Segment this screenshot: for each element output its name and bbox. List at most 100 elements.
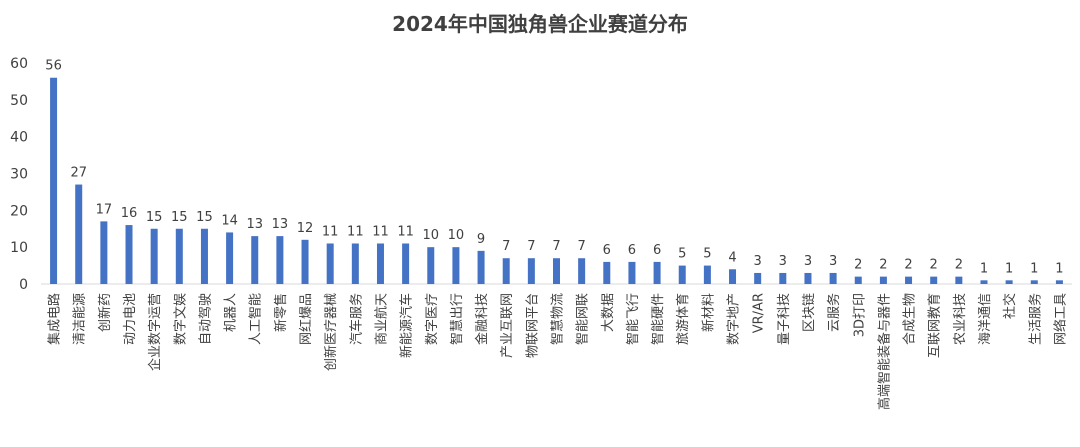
- bar: [955, 276, 963, 284]
- data-label: 2: [879, 258, 887, 273]
- bar: [1005, 280, 1013, 284]
- data-label: 7: [527, 239, 535, 254]
- data-label: 13: [272, 217, 289, 232]
- x-tick-label: 网红爆品: [298, 293, 314, 345]
- data-label: 3: [754, 254, 762, 269]
- data-label: 1: [1005, 261, 1013, 276]
- data-label: 6: [628, 243, 636, 258]
- bar: [527, 258, 535, 284]
- bar: [150, 228, 158, 284]
- bar: [1055, 280, 1063, 284]
- data-label: 3: [829, 254, 837, 269]
- data-label: 12: [297, 221, 314, 236]
- x-tick-label: 机器人: [224, 293, 239, 332]
- x-tick-label: 新零售: [273, 293, 289, 332]
- x-tick-label: 创新药: [97, 293, 113, 332]
- x-tick-label: 生活服务: [1027, 293, 1043, 345]
- x-tick-label: 产业互联网: [500, 293, 515, 358]
- data-label: 11: [372, 224, 389, 239]
- x-tick-label: 汽车服务: [348, 293, 364, 345]
- data-label: 2: [930, 258, 938, 273]
- bar: [930, 276, 938, 284]
- y-tick-label: 0: [19, 277, 28, 293]
- bar: [301, 239, 309, 284]
- x-tick-label: 企业数字运营: [147, 293, 163, 371]
- x-tick-label: 区块链: [802, 293, 817, 332]
- data-label: 16: [121, 206, 138, 221]
- bar: [175, 228, 183, 284]
- x-tick-label: 数字医疗: [425, 293, 440, 345]
- x-tick-label: 集成电路: [47, 293, 63, 345]
- data-label: 7: [552, 239, 560, 254]
- bar: [200, 228, 208, 284]
- x-tick-label: 合成生物: [903, 293, 918, 345]
- bar: [251, 236, 259, 284]
- x-tick-label: 海洋通信: [978, 293, 993, 345]
- data-label: 2: [904, 258, 912, 273]
- bar: [678, 265, 686, 284]
- x-tick-label: 数字文娱: [173, 293, 188, 345]
- x-tick-label: 自动驾驶: [198, 293, 213, 345]
- y-tick-label: 60: [10, 56, 28, 72]
- bar: [578, 258, 586, 284]
- bar: [427, 247, 435, 284]
- bar: [125, 225, 133, 284]
- data-label: 13: [246, 217, 263, 232]
- x-tick-label: 智能飞行: [626, 293, 641, 345]
- x-tick-label: 物联网平台: [525, 293, 540, 358]
- x-tick-label: 新能源汽车: [399, 293, 415, 358]
- x-tick-label: 人工智能: [249, 293, 264, 345]
- bar: [804, 272, 812, 284]
- bars: [50, 77, 1063, 284]
- bar: [376, 243, 384, 284]
- x-tick-label: 新材料: [700, 293, 716, 332]
- data-label: 10: [422, 228, 439, 243]
- bar: [628, 261, 636, 284]
- bar: [553, 258, 560, 284]
- bar: [980, 280, 988, 284]
- bar: [402, 243, 410, 284]
- x-tick-label: 创新医疗器械: [323, 293, 339, 371]
- bar: [100, 221, 108, 284]
- bar: [879, 276, 887, 284]
- data-label: 10: [448, 228, 465, 243]
- data-label: 4: [728, 250, 736, 265]
- data-label: 7: [502, 239, 510, 254]
- bar: [905, 276, 913, 284]
- x-tick-label: 3D打印: [852, 293, 867, 337]
- data-label: 3: [804, 254, 812, 269]
- x-tick-label: 网络工具: [1052, 293, 1068, 345]
- y-tick-label: 50: [10, 93, 28, 109]
- x-tick-label: 智慧出行: [449, 293, 465, 345]
- data-label: 11: [347, 224, 364, 239]
- x-tick-label: 云服务: [826, 293, 842, 332]
- x-tick-label: 量子科技: [777, 293, 792, 345]
- data-label: 15: [196, 210, 213, 225]
- bar: [326, 243, 334, 284]
- x-tick-labels: 集成电路 清洁能源 创新药 动力电池 企业数字运营 数字文娱 自动驾驶 机器人 人工智能 新零售网…: [47, 293, 1069, 410]
- x-tick-label: 互联网教育: [927, 293, 943, 358]
- bar: [703, 265, 711, 284]
- bar: [502, 258, 510, 284]
- data-label: 27: [70, 166, 87, 181]
- data-label: 1: [1055, 261, 1063, 276]
- data-label: 6: [653, 243, 661, 258]
- data-label: 15: [171, 210, 188, 225]
- data-label: 2: [955, 258, 963, 273]
- y-axis: 0 10 20 30 40 50 60: [10, 56, 28, 293]
- data-label: 11: [322, 224, 339, 239]
- x-tick-label: 智慧物流: [550, 293, 566, 345]
- x-tick-label: 商业航天: [373, 293, 389, 345]
- data-label: 7: [578, 239, 586, 254]
- x-tick-label: 动力电池: [123, 293, 138, 345]
- data-label: 17: [96, 202, 113, 217]
- x-tick-label: 智能硬件: [651, 293, 666, 345]
- data-label: 15: [146, 210, 163, 225]
- y-tick-label: 30: [10, 167, 28, 183]
- bar: [729, 269, 737, 284]
- x-tick-label: 智能网联: [576, 293, 591, 345]
- x-tick-label: 社交: [1002, 293, 1018, 319]
- bar: [50, 77, 58, 284]
